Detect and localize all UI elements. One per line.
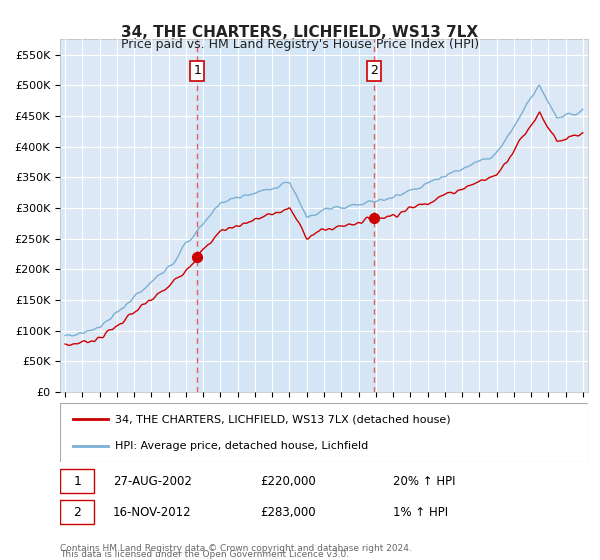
Text: 34, THE CHARTERS, LICHFIELD, WS13 7LX (detached house): 34, THE CHARTERS, LICHFIELD, WS13 7LX (d… (115, 414, 451, 424)
Text: Contains HM Land Registry data © Crown copyright and database right 2024.: Contains HM Land Registry data © Crown c… (60, 544, 412, 553)
Point (369, 214, 379, 223)
Text: 34, THE CHARTERS, LICHFIELD, WS13 7LX: 34, THE CHARTERS, LICHFIELD, WS13 7LX (121, 25, 479, 40)
Text: 1: 1 (193, 64, 201, 77)
Text: £283,000: £283,000 (260, 506, 316, 519)
Text: Price paid vs. HM Land Registry's House Price Index (HPI): Price paid vs. HM Land Registry's House … (121, 38, 479, 51)
Point (193, 253, 202, 262)
Text: HPI: Average price, detached house, Lichfield: HPI: Average price, detached house, Lich… (115, 441, 368, 451)
Text: 1: 1 (73, 474, 82, 488)
Text: 27-AUG-2002: 27-AUG-2002 (113, 474, 191, 488)
Text: 2: 2 (370, 64, 377, 77)
Text: £220,000: £220,000 (260, 474, 316, 488)
Text: This data is licensed under the Open Government Licence v3.0.: This data is licensed under the Open Gov… (60, 550, 349, 559)
Bar (60, 469, 94, 493)
Bar (197, 39, 374, 392)
Text: 2: 2 (73, 506, 82, 519)
Text: 1% ↑ HPI: 1% ↑ HPI (392, 506, 448, 519)
Text: 16-NOV-2012: 16-NOV-2012 (113, 506, 191, 519)
Bar (60, 500, 94, 525)
Text: 20% ↑ HPI: 20% ↑ HPI (392, 474, 455, 488)
